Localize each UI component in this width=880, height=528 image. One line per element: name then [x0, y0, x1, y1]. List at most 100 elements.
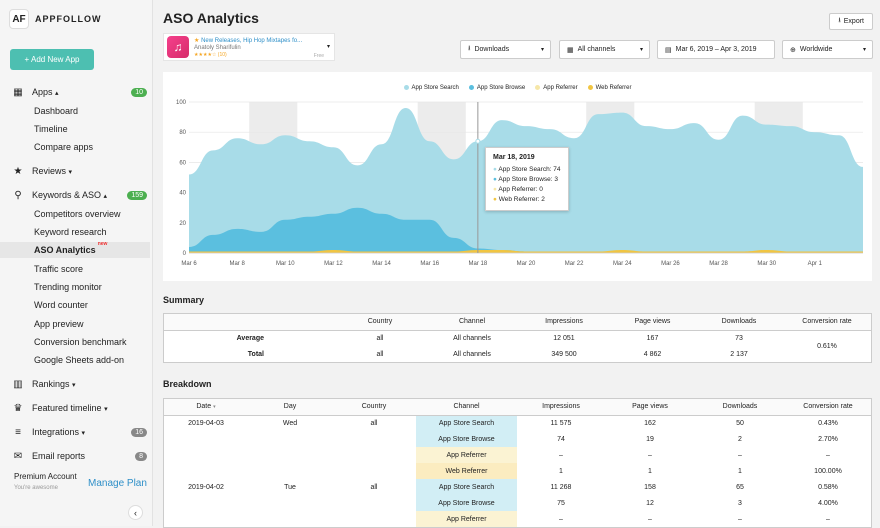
country-select[interactable]: ⊕ Worldwide ▾	[782, 40, 873, 59]
caret-down-icon: ▾	[72, 382, 76, 389]
y-tick-label: 0	[183, 251, 187, 257]
app-selector[interactable]: ♫ ★ New Releases, Hip Hop Mixtapes fo...…	[163, 33, 335, 61]
sidebar-item-app-preview[interactable]: App preview	[34, 319, 84, 329]
nav-apps[interactable]: ▦ Apps ▴ 10	[0, 83, 153, 101]
series-area-app-store-browse	[189, 207, 863, 253]
cell-impressions: –	[559, 451, 563, 459]
date-range-picker[interactable]: ▤ Mar 6, 2019 – Apr 3, 2019	[657, 40, 775, 59]
x-tick-label: Mar 12	[324, 261, 343, 267]
cell-impressions: –	[559, 515, 563, 523]
cell-impressions: 11 575	[550, 419, 572, 427]
tooltip-line: ● App Store Browse: 3	[493, 176, 559, 183]
legend-item[interactable]: App Store Search	[403, 85, 459, 91]
cell-conv: 4.00%	[818, 499, 838, 507]
metric-select[interactable]: ⭳ Downloads ▾	[460, 40, 551, 59]
caret-down-icon: ▾	[639, 47, 643, 53]
summary-conversion: 0.61%	[817, 342, 837, 350]
logo[interactable]: AF APPFOLLOW	[9, 9, 102, 29]
export-button[interactable]: ⭳ Export	[829, 13, 873, 30]
table-row: App Referrer – – – –	[164, 447, 871, 463]
hover-point	[475, 138, 481, 144]
cell-channel: App Store Search	[416, 479, 517, 495]
table-row: App Store Browse 75 12 3 4.00%	[164, 495, 871, 511]
breakdown-heading: Breakdown	[163, 379, 212, 389]
cell-downloads: 50	[736, 419, 744, 427]
brand-name: APPFOLLOW	[35, 14, 102, 24]
cell-pageviews: –	[648, 515, 652, 523]
add-new-app-button[interactable]: + Add New App	[10, 49, 94, 70]
date-header[interactable]: Date ▾	[164, 399, 248, 416]
x-tick-label: Mar 8	[229, 261, 245, 267]
nav-rankings[interactable]: ▥ Rankings ▾	[13, 378, 76, 390]
legend-item[interactable]: App Store Browse	[468, 85, 525, 91]
cell-country	[332, 447, 416, 463]
chart-tooltip: Mar 18, 2019 ● App Store Search: 74 ● Ap…	[485, 147, 569, 211]
sidebar-item-conversion-benchmark[interactable]: Conversion benchmark	[34, 337, 127, 347]
cell-date	[164, 431, 248, 447]
legend-item[interactable]: App Referrer	[535, 85, 578, 91]
cell-conv: 100.00%	[814, 467, 842, 475]
sidebar-item-compare-apps[interactable]: Compare apps	[34, 142, 94, 152]
collapse-sidebar-button[interactable]: ‹	[128, 505, 143, 520]
cell-country: all	[370, 419, 378, 427]
sliders-icon: ≡	[15, 426, 21, 438]
app-name: ★ New Releases, Hip Hop Mixtapes fo...	[194, 38, 303, 44]
x-tick-label: Mar 18	[469, 261, 488, 267]
caret-down-icon: ▾	[326, 44, 330, 50]
sidebar-item-aso-analytics[interactable]: ASO Analytics new	[0, 241, 150, 258]
sidebar-item-competitors-overview[interactable]: Competitors overview	[34, 209, 121, 219]
x-tick-label: Mar 10	[276, 261, 295, 267]
nav-email-reports[interactable]: ✉ Email reports 8	[0, 447, 153, 465]
x-tick-label: Mar 20	[517, 261, 536, 267]
cell-downloads: –	[738, 451, 742, 459]
chart-card: App Store Search App Store Browse App Re…	[163, 72, 872, 281]
cell-impressions: 75	[557, 499, 565, 507]
sidebar-item-traffic-score[interactable]: Traffic score	[34, 264, 84, 274]
x-tick-label: Mar 22	[565, 261, 584, 267]
trophy-icon: ♛	[13, 402, 23, 414]
tooltip-line: ● Web Referrer: 2	[493, 196, 545, 203]
cell-date: 2019-04-02	[188, 483, 224, 491]
sidebar-item-timeline[interactable]: Timeline	[34, 124, 68, 134]
cell-conv: –	[826, 451, 830, 459]
cell-day	[248, 511, 332, 527]
sidebar-item-trending-monitor[interactable]: Trending monitor	[34, 282, 102, 292]
logo-mark: AF	[9, 9, 29, 29]
nav-keywords-aso[interactable]: ⚲ Keywords & ASO ▴ 159	[0, 186, 153, 204]
table-row: 2019-04-02 Tue all App Store Search 11 268 15…	[164, 479, 871, 495]
tooltip-line: ● App Store Search: 74	[493, 166, 561, 173]
sidebar-item-google-sheets-addon[interactable]: Google Sheets add-on	[34, 355, 125, 365]
legend-item[interactable]: Web Referrer	[587, 85, 632, 91]
cell-country	[332, 431, 416, 447]
y-tick-label: 20	[179, 221, 186, 227]
cell-date	[164, 447, 248, 463]
nav-reviews[interactable]: ★ Reviews ▾	[13, 165, 73, 177]
sidebar-item-dashboard[interactable]: Dashboard	[34, 106, 79, 116]
calendar-icon: ▤	[665, 46, 672, 54]
envelope-icon: ✉	[13, 450, 23, 462]
nav-featured-timeline[interactable]: ♛ Featured timeline ▾	[13, 402, 108, 414]
cell-country	[332, 511, 416, 527]
cell-conv: 0.58%	[818, 483, 838, 491]
table-row: Total all All channels 349 500 4 862 2 1…	[247, 350, 748, 358]
table-header-row: Country Channel Impressions Page views D…	[164, 314, 871, 331]
cell-date	[164, 511, 248, 527]
table-row: Average all All channels 12 051 167 73 0…	[164, 330, 871, 350]
cell-downloads: 65	[736, 483, 744, 491]
caret-up-icon: ▴	[103, 193, 108, 200]
manage-plan-link[interactable]: Manage Plan	[88, 478, 147, 489]
cell-day	[248, 495, 332, 511]
channel-select[interactable]: ▦ All channels ▾	[559, 40, 650, 59]
sort-icon: ▾	[213, 404, 216, 411]
cell-day	[248, 463, 332, 479]
table-header-row: Date ▾ Day Country Channel Impressions P…	[164, 399, 871, 416]
sidebar-item-word-counter[interactable]: Word counter	[34, 300, 88, 310]
chart-icon: ▥	[13, 378, 23, 390]
sidebar-item-keyword-research[interactable]: Keyword research	[34, 227, 107, 237]
tooltip-line: ● App Referrer: 0	[493, 186, 543, 193]
cell-impressions: 1	[559, 467, 563, 475]
cell-impressions: 74	[557, 435, 565, 443]
nav-integrations[interactable]: ≡ Integrations ▾ 16	[0, 423, 153, 441]
x-tick-label: Mar 24	[613, 261, 632, 267]
cell-channel: App Store Search	[416, 415, 517, 431]
